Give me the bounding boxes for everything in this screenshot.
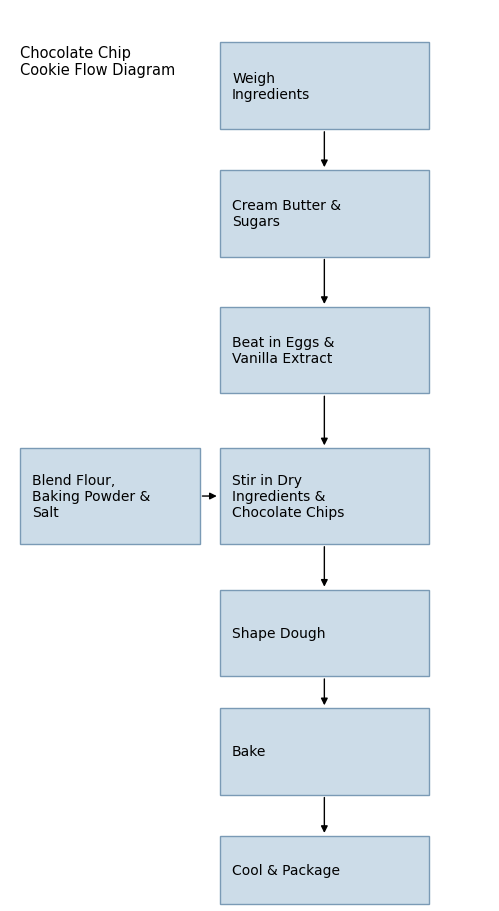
Text: Weigh
Ingredients: Weigh Ingredients bbox=[232, 71, 310, 102]
Text: Stir in Dry
Ingredients &
Chocolate Chips: Stir in Dry Ingredients & Chocolate Chip… bbox=[232, 474, 344, 519]
Text: Shape Dough: Shape Dough bbox=[232, 626, 325, 640]
FancyBboxPatch shape bbox=[220, 709, 429, 794]
FancyBboxPatch shape bbox=[220, 448, 429, 544]
FancyBboxPatch shape bbox=[220, 171, 429, 257]
Text: Cream Butter &
Sugars: Cream Butter & Sugars bbox=[232, 199, 341, 230]
Text: Bake: Bake bbox=[232, 744, 266, 759]
Text: Chocolate Chip
Cookie Flow Diagram: Chocolate Chip Cookie Flow Diagram bbox=[20, 46, 175, 78]
FancyBboxPatch shape bbox=[220, 43, 429, 129]
FancyBboxPatch shape bbox=[20, 448, 200, 544]
FancyBboxPatch shape bbox=[220, 590, 429, 676]
FancyBboxPatch shape bbox=[220, 836, 429, 904]
Text: Blend Flour,
Baking Powder &
Salt: Blend Flour, Baking Powder & Salt bbox=[32, 474, 151, 519]
Text: Beat in Eggs &
Vanilla Extract: Beat in Eggs & Vanilla Extract bbox=[232, 335, 334, 366]
Text: Cool & Package: Cool & Package bbox=[232, 863, 340, 877]
FancyBboxPatch shape bbox=[220, 308, 429, 394]
